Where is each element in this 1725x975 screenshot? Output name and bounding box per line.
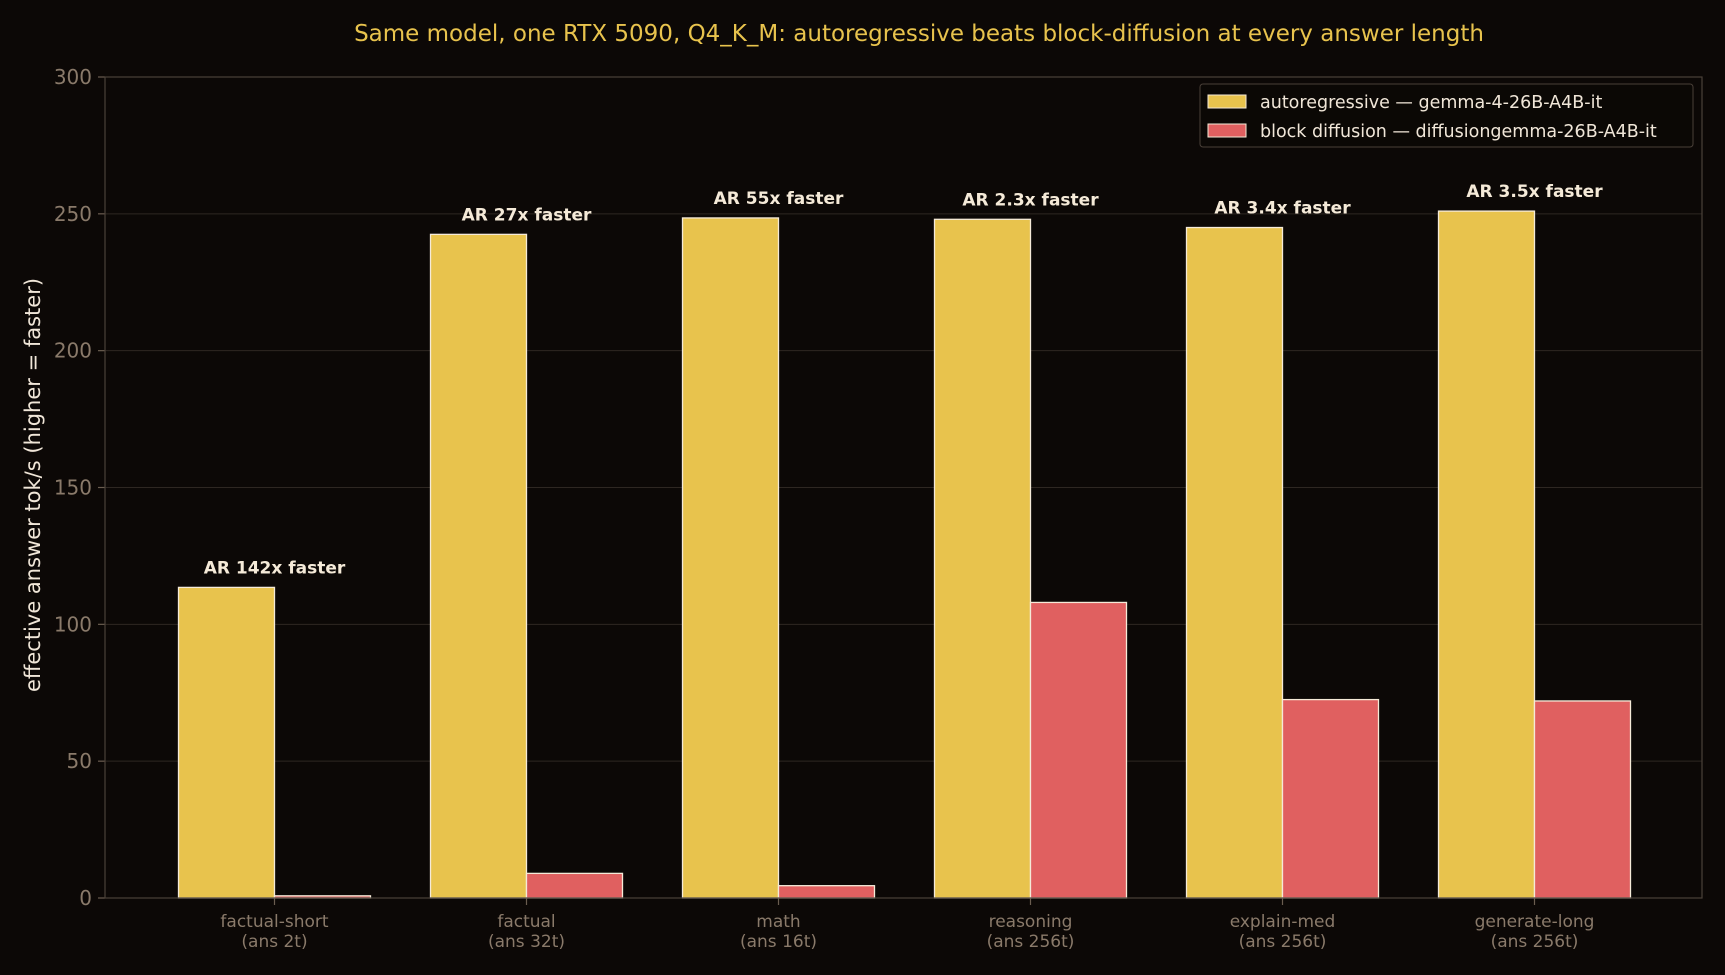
x-tick-label: math <box>756 912 800 932</box>
plot-frame <box>104 76 1703 899</box>
legend: autoregressive — gemma-4-26B-A4B-it block… <box>1199 83 1694 148</box>
axes: 0 50 100 150 200 250 300 factual-short(ans 2t) f… <box>54 65 1703 952</box>
x-tick-label: (ans 2t) <box>241 932 307 952</box>
y-tick-label: 0 <box>79 886 92 910</box>
legend-label: autoregressive — gemma-4-26B-A4B-it <box>1260 93 1602 113</box>
diffusion-bar-4 <box>1281 698 1380 899</box>
speedup-annotation: AR 3.4x faster <box>1214 199 1351 219</box>
legend-swatch <box>1207 123 1247 138</box>
y-tick-label: 150 <box>54 476 92 500</box>
diffusion-bar-1 <box>525 872 624 899</box>
bars <box>177 210 1632 899</box>
y-tick-label: 50 <box>67 749 92 773</box>
x-tick-label: factual-short <box>220 912 328 932</box>
autoregressive-bar-0 <box>177 586 276 899</box>
speedup-annotation: AR 27x faster <box>462 205 592 225</box>
autoregressive-bar-1 <box>429 233 528 899</box>
x-tick-label: (ans 32t) <box>488 932 565 952</box>
x-tick-label: generate-long <box>1475 912 1595 932</box>
speedup-annotation: AR 142x faster <box>204 558 346 578</box>
x-tick-label: (ans 256t) <box>1239 932 1327 952</box>
y-tick-label: 250 <box>54 202 92 226</box>
x-tick-label: (ans 16t) <box>740 932 817 952</box>
speedup-annotation: AR 3.5x faster <box>1466 182 1603 202</box>
autoregressive-bar-5 <box>1437 210 1536 899</box>
y-tick-label: 200 <box>54 339 92 363</box>
autoregressive-bar-3 <box>933 218 1032 899</box>
bar-annotations: AR 142x faster AR 27x faster AR 55x faster… <box>204 182 1603 578</box>
y-tick-label: 300 <box>54 65 92 89</box>
diffusion-bar-2 <box>777 885 876 899</box>
autoregressive-bar-4 <box>1185 226 1284 899</box>
x-tick-label: (ans 256t) <box>987 932 1075 952</box>
diffusion-bar-5 <box>1533 700 1632 899</box>
y-tick-label: 100 <box>54 612 92 636</box>
x-tick-label: (ans 256t) <box>1491 932 1579 952</box>
chart-title: Same model, one RTX 5090, Q4_K_M: autore… <box>354 21 1484 47</box>
x-tick-label: explain-med <box>1230 912 1336 932</box>
autoregressive-bar-2 <box>681 217 780 899</box>
y-axis-label: effective answer tok/s (higher = faster) <box>21 278 45 692</box>
x-tick-label: reasoning <box>989 912 1073 932</box>
legend-label: block diffusion — diffusiongemma-26B-A4B… <box>1260 122 1657 142</box>
legend-box <box>1199 83 1694 148</box>
diffusion-bar-3 <box>1029 601 1128 899</box>
legend-swatch <box>1207 94 1247 109</box>
speedup-annotation: AR 2.3x faster <box>962 190 1099 210</box>
speedup-annotation: AR 55x faster <box>714 189 844 209</box>
x-tick-label: factual <box>497 912 555 932</box>
